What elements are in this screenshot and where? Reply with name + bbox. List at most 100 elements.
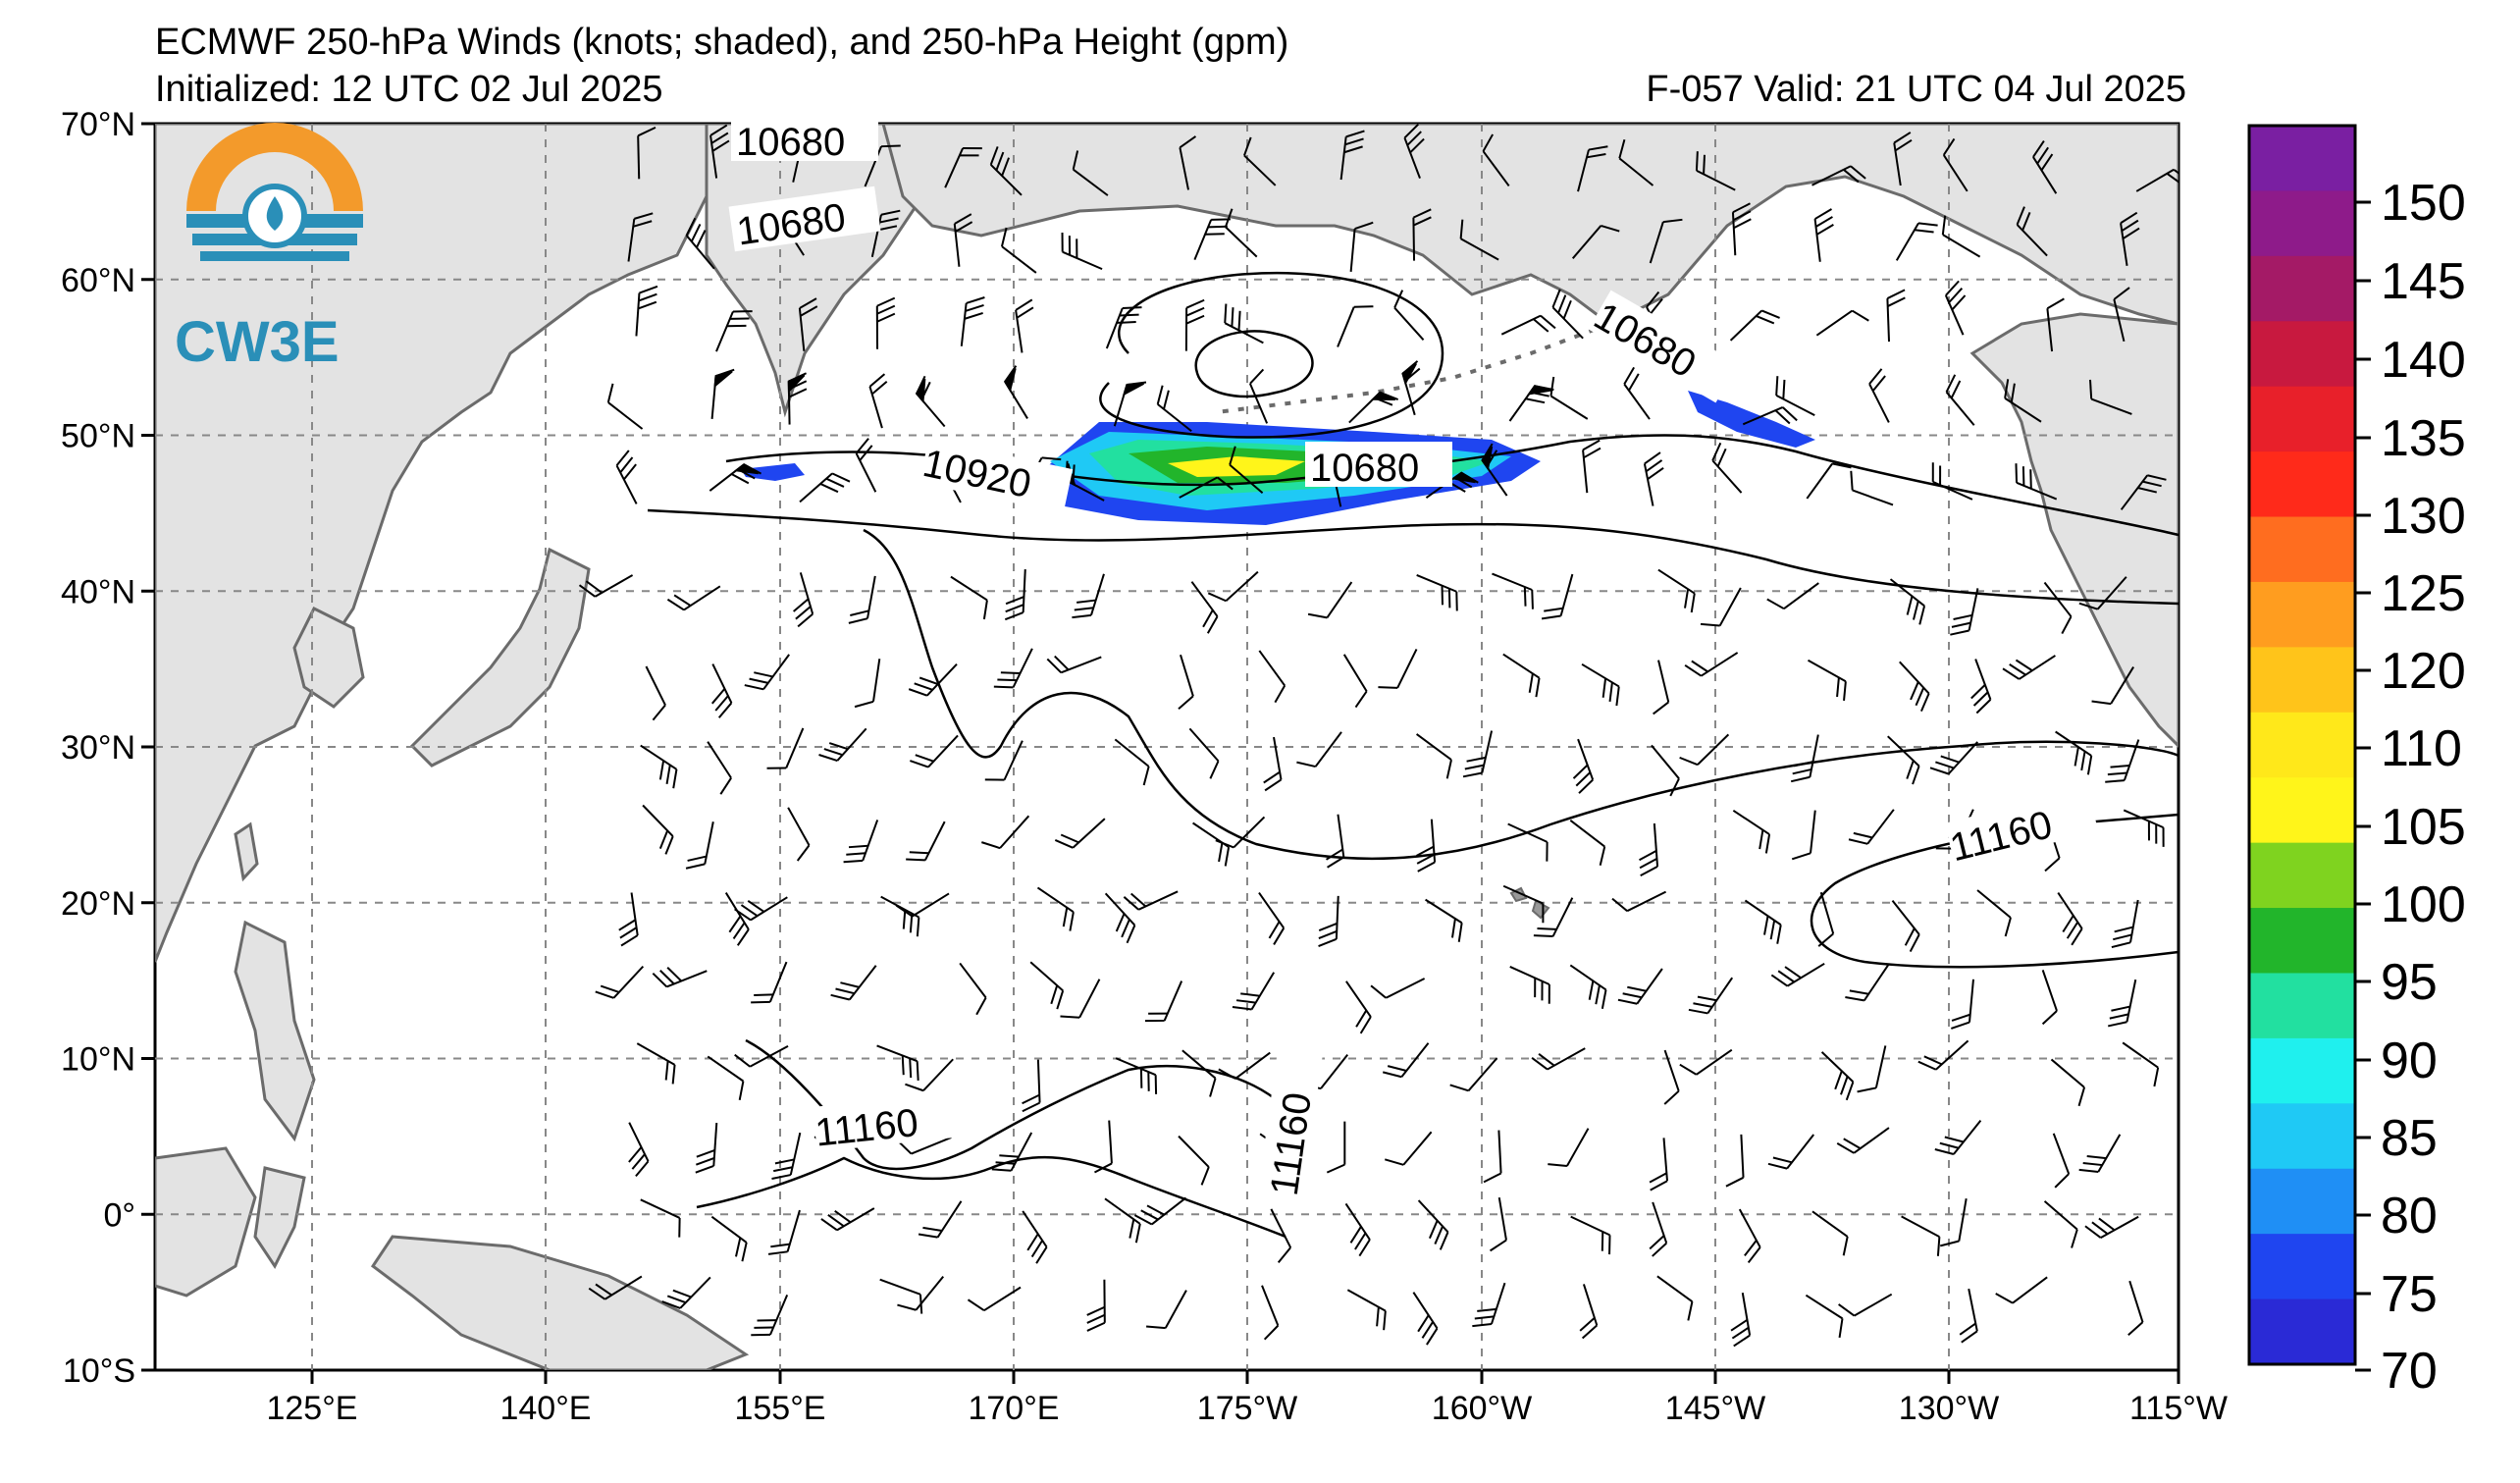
wind-barb bbox=[595, 965, 645, 999]
wind-barb bbox=[787, 807, 811, 862]
wind-barb bbox=[666, 585, 721, 611]
wind-barb bbox=[1929, 741, 1979, 775]
wind-barb bbox=[1579, 1284, 1599, 1340]
wind-barb bbox=[993, 648, 1033, 689]
wind-barb bbox=[1815, 309, 1869, 337]
wind-barb bbox=[1181, 1049, 1217, 1097]
contour-10680-low bbox=[1099, 271, 1444, 439]
wind-barb bbox=[1346, 1289, 1387, 1331]
wind-barb bbox=[1700, 587, 1742, 627]
wind-barb bbox=[1917, 1039, 1969, 1071]
asia-landmass bbox=[155, 124, 709, 963]
wind-barb bbox=[1695, 151, 1736, 191]
wind-barb bbox=[1820, 1051, 1855, 1101]
colorbar-label: 70 bbox=[2381, 1343, 2438, 1400]
wind-barb bbox=[1684, 652, 1739, 677]
colorbar-swatch bbox=[2249, 516, 2355, 583]
wind-barb bbox=[618, 892, 639, 947]
wind-barb bbox=[1342, 654, 1368, 709]
colorbar-label: 75 bbox=[2381, 1266, 2438, 1323]
wind-barb bbox=[1113, 381, 1147, 427]
wind-barb bbox=[1184, 298, 1205, 351]
colorbar: 150 145 140 135 130 125 120 110 105 100 95 90 85 80 75… bbox=[2247, 124, 2466, 1400]
latitude-label: 30°N bbox=[61, 729, 135, 767]
longitude-label: 125°E bbox=[266, 1390, 357, 1427]
wind-barb bbox=[1179, 135, 1197, 190]
colorbar-label: 110 bbox=[2381, 720, 2462, 777]
colorbar-swatch bbox=[2249, 581, 2355, 648]
wind-barb bbox=[1105, 306, 1142, 349]
wind-barb bbox=[645, 665, 666, 721]
wind-barb bbox=[2055, 730, 2093, 775]
wind-barb bbox=[685, 821, 714, 870]
small-jet-west bbox=[741, 463, 805, 481]
wind-barb bbox=[1472, 1282, 1506, 1328]
wind-barb bbox=[1003, 365, 1028, 419]
wind-barb bbox=[980, 815, 1030, 850]
wind-barb bbox=[854, 659, 881, 709]
wind-barb bbox=[870, 209, 901, 257]
wind-barb bbox=[1507, 822, 1549, 862]
wind-barb bbox=[578, 574, 634, 598]
land-layer bbox=[155, 124, 2179, 1370]
wind-barb bbox=[1344, 1202, 1371, 1257]
wind-barb bbox=[1945, 374, 1975, 426]
wind-barb bbox=[1508, 385, 1554, 422]
wind-barb bbox=[910, 734, 959, 768]
wind-barb bbox=[1307, 581, 1353, 619]
wind-barb bbox=[1857, 1045, 1887, 1093]
japan bbox=[409, 547, 591, 768]
wind-barb bbox=[766, 727, 805, 769]
longitude-label: 115°W bbox=[2129, 1390, 2228, 1427]
wind-barb bbox=[2041, 970, 2058, 1026]
wind-barb bbox=[640, 1198, 681, 1238]
wind-barb bbox=[1617, 968, 1663, 1005]
latitude-label: 60°N bbox=[61, 262, 135, 299]
wind-barb bbox=[1688, 977, 1734, 1015]
wind-barb bbox=[2050, 1058, 2086, 1107]
wind-barb bbox=[1500, 314, 1556, 336]
contour-label: 10680 bbox=[1310, 447, 1419, 490]
wind-barb bbox=[1232, 972, 1276, 1011]
longitude-label: 140°E bbox=[499, 1390, 591, 1427]
wind-barb bbox=[1656, 1275, 1694, 1321]
wind-barb bbox=[1483, 1130, 1502, 1184]
wind-barb bbox=[642, 804, 674, 855]
alaska bbox=[881, 124, 2179, 326]
colorbar-swatch bbox=[2249, 777, 2355, 844]
wind-barb bbox=[1072, 150, 1109, 196]
wind-barb bbox=[2004, 379, 2042, 423]
wind-barb bbox=[1417, 1199, 1449, 1250]
wind-barb bbox=[588, 1275, 643, 1300]
jet-streak-max bbox=[1168, 456, 1305, 477]
wind-barb bbox=[1370, 978, 1426, 999]
wind-barb bbox=[1848, 809, 1895, 845]
wind-barb bbox=[771, 1132, 802, 1180]
wind-barb bbox=[1094, 1120, 1113, 1174]
wind-barb bbox=[734, 1045, 789, 1068]
colorbar-swatch bbox=[2249, 1103, 2355, 1170]
wind-barb bbox=[1502, 884, 1545, 924]
logo-text: CW3E bbox=[175, 310, 340, 374]
wind-barb bbox=[875, 296, 896, 349]
sulawesi bbox=[253, 1166, 306, 1269]
initialized-time: Initialized: 12 UTC 02 Jul 2025 bbox=[155, 69, 663, 110]
wind-barb bbox=[606, 383, 644, 430]
wind-barb bbox=[1270, 1208, 1292, 1264]
wind-barb bbox=[944, 147, 982, 188]
wind-barb bbox=[1939, 1197, 1968, 1247]
wind-barb bbox=[1731, 202, 1752, 256]
wind-barb bbox=[1190, 581, 1219, 634]
wind-barb bbox=[1571, 224, 1620, 259]
wind-barb bbox=[2107, 979, 2137, 1028]
colorbar-label: 125 bbox=[2381, 565, 2466, 622]
wind-barb bbox=[959, 962, 987, 1016]
wind-barb bbox=[2084, 1215, 2139, 1239]
colorbar-swatch bbox=[2249, 1037, 2355, 1104]
wind-barb bbox=[868, 373, 888, 429]
wind-barb bbox=[1941, 215, 1981, 258]
wind-barb bbox=[1207, 570, 1259, 603]
small-jet-east bbox=[1688, 391, 1815, 448]
wind-barb bbox=[1492, 572, 1534, 609]
wind-barb bbox=[1114, 738, 1150, 786]
